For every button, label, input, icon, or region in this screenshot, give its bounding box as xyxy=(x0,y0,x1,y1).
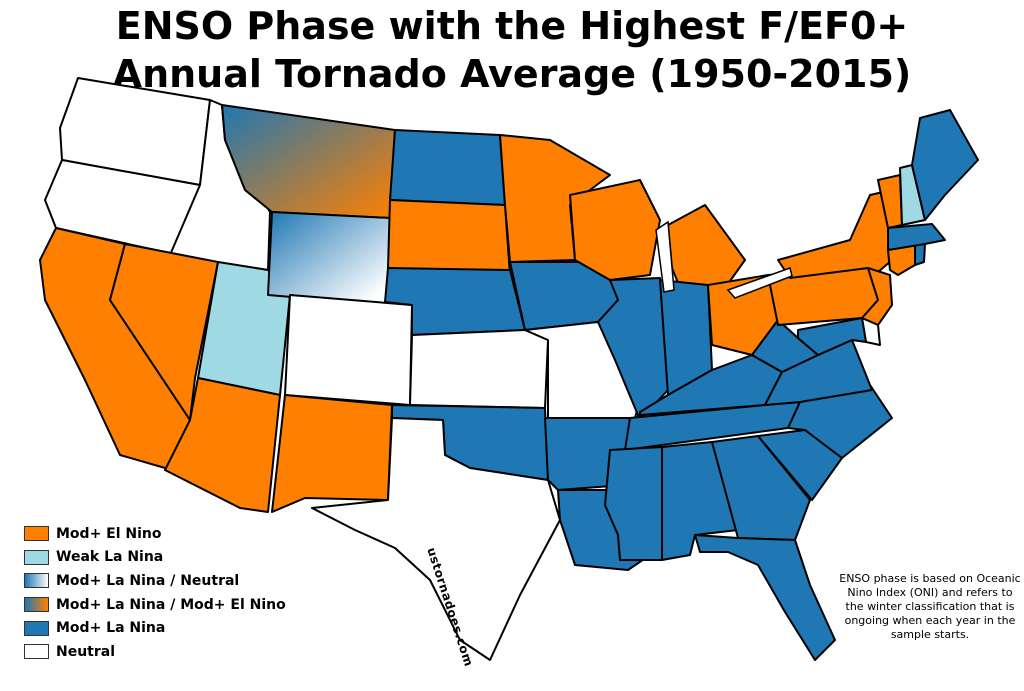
legend-label: Mod+ La Nina xyxy=(56,620,166,637)
legend-item: Mod+ El Nino xyxy=(24,522,286,546)
state-CO xyxy=(284,294,413,406)
state-ND xyxy=(389,129,506,206)
legend-label: Mod+ El Nino xyxy=(56,525,162,542)
legend-swatch xyxy=(24,620,49,636)
legend-label: Mod+ La Nina / Neutral xyxy=(56,572,240,589)
legend-item: Weak La Nina xyxy=(24,546,286,570)
state-NM xyxy=(271,394,393,513)
great-lakes xyxy=(655,220,793,299)
legend-swatch xyxy=(24,549,49,565)
legend-swatch xyxy=(24,526,49,542)
state-NV xyxy=(109,243,219,421)
lake-erie xyxy=(726,267,793,299)
legend-label: Mod+ La Nina / Mod+ El Nino xyxy=(56,596,286,613)
legend-item: Mod+ La Nina / Mod+ El Nino xyxy=(24,593,286,617)
state-TX xyxy=(311,417,561,661)
legend-swatch xyxy=(24,597,49,613)
map-title-line2: Annual Tornado Average (1950-2015) xyxy=(112,52,912,96)
state-RI xyxy=(914,243,926,266)
state-GA xyxy=(711,435,811,541)
legend-item: Mod+ La Nina / Neutral xyxy=(24,569,286,593)
state-SD xyxy=(387,199,511,276)
legend-label: Weak La Nina xyxy=(56,549,164,566)
legend: Mod+ El Nino Weak La Nina Mod+ La Nina / N… xyxy=(24,522,286,664)
legend-item: Mod+ La Nina xyxy=(24,616,286,640)
legend-swatch xyxy=(24,644,49,660)
lake-michigan xyxy=(655,220,675,293)
state-MA xyxy=(887,223,946,251)
state-FL xyxy=(694,534,836,661)
state-WI xyxy=(569,179,661,281)
legend-item: Neutral xyxy=(24,640,286,664)
map-title-line1: ENSO Phase with the Highest F/EF0+ xyxy=(115,4,909,48)
enso-note: ENSO phase is based on Oceanic Nino Inde… xyxy=(839,572,1021,641)
state-AZ xyxy=(164,377,281,513)
state-NY xyxy=(777,189,899,279)
state-ME xyxy=(911,109,979,221)
state-MD xyxy=(797,317,867,356)
state-WY xyxy=(267,211,391,306)
legend-swatch xyxy=(24,573,49,589)
state-UT xyxy=(197,261,291,396)
state-KS xyxy=(409,329,549,409)
legend-label: Neutral xyxy=(56,643,116,660)
